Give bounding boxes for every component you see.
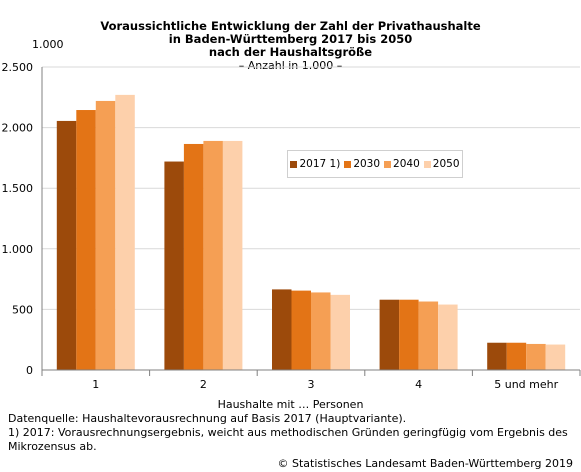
y-tick-label: 2.500 xyxy=(2,61,34,74)
bar xyxy=(330,294,350,370)
footnote-block: Datenquelle: Haushaltevorausrechnung auf… xyxy=(8,412,573,454)
legend-label-2050: 2050 xyxy=(432,158,460,170)
bar xyxy=(291,290,311,370)
legend: 2017 1) 2030 2040 2050 xyxy=(287,150,463,178)
legend-label-2017: 2017 1) xyxy=(299,158,341,170)
bar xyxy=(545,344,566,370)
legend-item-2040: 2040 xyxy=(384,158,420,170)
bar xyxy=(379,299,400,370)
y-unit-label: 1.000 xyxy=(32,38,64,51)
legend-swatch-2050 xyxy=(423,160,431,168)
legend-label-2040: 2040 xyxy=(393,158,420,170)
y-tick-label: 500 xyxy=(12,303,33,316)
methodology-note: 1) 2017: Vorausrechnungsergebnis, weicht… xyxy=(8,426,568,453)
y-tick-label: 0 xyxy=(26,364,33,377)
y-tick-label: 2.000 xyxy=(2,122,34,135)
chart-title-line-3: nach der Haushaltsgröße xyxy=(208,45,373,59)
bar xyxy=(487,342,507,370)
bar xyxy=(526,343,546,370)
y-tick-label: 1.000 xyxy=(2,243,34,256)
bar xyxy=(56,120,77,371)
legend-label-2030: 2030 xyxy=(353,158,381,170)
bar xyxy=(183,143,204,370)
chart-title-line-2: in Baden-Württemberg 2017 bis 2050 xyxy=(168,32,413,46)
chart-title-line-1: Voraussichtliche Entwicklung der Zahl de… xyxy=(100,19,481,33)
chart-title: Voraussichtliche Entwicklung der Zahl de… xyxy=(0,20,581,59)
bar xyxy=(203,140,223,370)
bar xyxy=(399,299,419,370)
bar xyxy=(222,140,243,370)
x-tick-label: 5 und mehr xyxy=(494,378,558,391)
bar xyxy=(272,289,292,370)
bar xyxy=(311,292,331,370)
legend-item-2017: 2017 1) xyxy=(290,158,340,170)
bar xyxy=(506,342,527,370)
legend-swatch-2040 xyxy=(384,160,392,168)
copyright: © Statistisches Landesamt Baden-Württemb… xyxy=(277,457,573,470)
source-note: Datenquelle: Haushaltevorausrechnung auf… xyxy=(8,412,407,425)
legend-item-2050: 2050 xyxy=(423,158,460,170)
bar xyxy=(76,110,96,370)
bar xyxy=(95,100,116,370)
x-axis-label: Haushalte mit … Personen xyxy=(217,398,364,411)
legend-swatch-2017 xyxy=(290,160,298,168)
y-tick-label: 1.500 xyxy=(2,182,34,195)
bar xyxy=(164,161,184,370)
legend-swatch-2030 xyxy=(344,160,352,168)
bar xyxy=(418,301,439,370)
bar xyxy=(438,304,458,370)
bar xyxy=(115,94,135,370)
x-tick-label: 4 xyxy=(415,378,422,391)
legend-item-2030: 2030 xyxy=(344,158,380,170)
x-tick-label: 1 xyxy=(92,378,99,391)
x-tick-label: 3 xyxy=(308,378,315,391)
chart-subtitle: – Anzahl in 1.000 – xyxy=(238,59,343,72)
x-tick-label: 2 xyxy=(200,378,207,391)
